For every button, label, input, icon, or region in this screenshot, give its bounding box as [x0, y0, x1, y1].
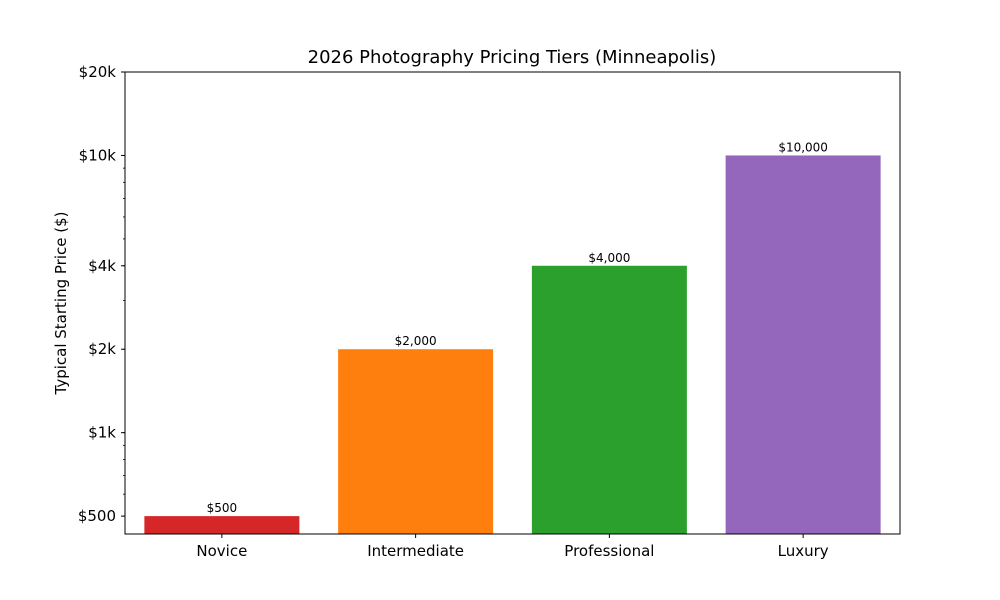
y-axis-label: Typical Starting Price ($): [52, 212, 70, 396]
x-tick-label: Novice: [196, 542, 247, 560]
bar-professional: [531, 265, 687, 534]
x-tick-label: Luxury: [778, 542, 829, 560]
x-tick-label: Professional: [564, 542, 654, 560]
y-tick-label: $20k: [79, 63, 117, 81]
bar-value-label: $4,000: [588, 251, 630, 265]
chart-title: 2026 Photography Pricing Tiers (Minneapo…: [308, 47, 717, 68]
y-tick-label: $500: [78, 507, 116, 525]
bar-value-label: $500: [207, 501, 238, 515]
x-tick-label: Intermediate: [367, 542, 464, 560]
plot-frame: [124, 71, 901, 535]
y-tick-label: $10k: [79, 146, 117, 164]
y-tick-label: $4k: [88, 257, 116, 275]
bar-intermediate: [338, 349, 494, 534]
x-axis-ticks: Novice Intermediate Professional Luxury: [196, 534, 829, 560]
bar-value-label: $2,000: [395, 334, 437, 348]
bars: $500 $2,000 $4,000 $10,000: [144, 140, 881, 534]
bar-value-label: $10,000: [778, 140, 828, 154]
bar-novice: [144, 516, 300, 534]
bar-luxury: [725, 155, 881, 534]
y-tick-label: $2k: [88, 340, 116, 358]
y-tick-label: $1k: [88, 424, 116, 442]
y-axis-ticks: $500 $1k $2k $4k $10k $20k: [78, 63, 125, 525]
